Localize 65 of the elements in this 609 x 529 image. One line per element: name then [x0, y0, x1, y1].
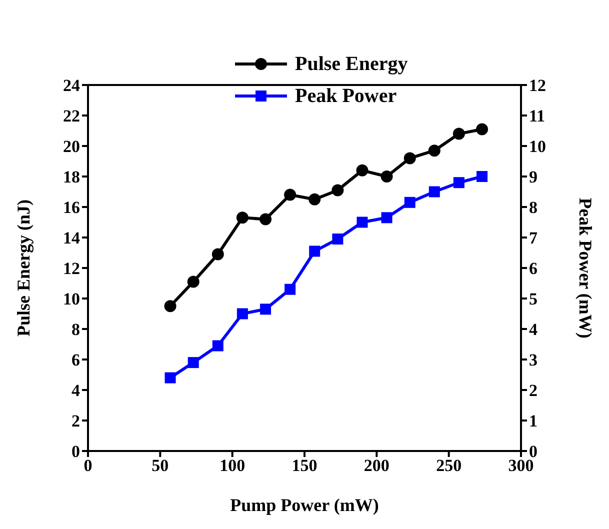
x-tick-label: 300	[508, 456, 534, 476]
y-tick-label: 8	[72, 320, 80, 340]
x-tick-label: 50	[152, 456, 169, 476]
y-tick-label: 6	[72, 350, 80, 370]
y-tick-label: 14	[63, 228, 80, 248]
y2-axis-title: Peak Power (mW)	[576, 198, 596, 338]
point	[187, 276, 200, 288]
point	[452, 128, 465, 140]
x-tick-label: 250	[436, 456, 462, 476]
y-tick-label: 10	[63, 290, 80, 309]
y-tick-label: 24	[63, 76, 80, 96]
point	[428, 186, 440, 198]
y2-tick-label: 4	[529, 320, 538, 340]
point	[212, 248, 224, 260]
point	[380, 170, 393, 182]
y2-tick-label: 2	[529, 381, 538, 400]
y-tick-label: 2	[72, 412, 80, 431]
y-tick-label: 16	[63, 198, 80, 218]
y-axis-title: Pulse Energy (nJ)	[13, 200, 34, 336]
y2-tick-label: 10	[529, 137, 546, 156]
legend-label: Peak Power	[295, 84, 397, 109]
point	[453, 177, 464, 188]
point	[164, 372, 176, 384]
point	[188, 357, 199, 368]
y-tick-label: 20	[63, 137, 80, 156]
y2-tick-label: 9	[529, 168, 538, 187]
point	[332, 184, 344, 196]
point	[236, 308, 248, 320]
point	[284, 284, 296, 295]
y-tick-label: 18	[63, 168, 80, 187]
point	[404, 152, 416, 164]
point	[356, 164, 368, 176]
point	[212, 340, 224, 352]
y2-tick-label: 5	[529, 290, 538, 309]
x-tick-label: 200	[364, 456, 390, 476]
point	[356, 216, 368, 228]
point	[381, 212, 392, 224]
point	[260, 304, 272, 315]
point	[260, 213, 272, 226]
y2-tick-label: 1	[529, 412, 538, 431]
legend-label: Pulse Energy	[295, 52, 408, 77]
y2-tick-label: 12	[529, 76, 546, 96]
y2-tick-label: 7	[529, 228, 538, 248]
point	[428, 144, 440, 157]
point	[476, 123, 488, 136]
y-tick-label: 0	[72, 442, 80, 462]
y-tick-label: 22	[63, 106, 80, 126]
y2-tick-label: 11	[529, 106, 546, 126]
x-tick-label: 100	[220, 456, 246, 476]
point	[308, 193, 321, 206]
y2-tick-label: 6	[529, 259, 538, 278]
point	[404, 196, 416, 208]
x-tick-label: 0	[84, 456, 92, 476]
point	[309, 246, 320, 257]
point	[164, 300, 176, 312]
y-tick-label: 4	[72, 381, 80, 400]
y2-tick-label: 8	[529, 198, 538, 218]
point	[284, 188, 296, 201]
point	[476, 171, 488, 182]
y2-tick-label: 3	[529, 350, 538, 370]
y-tick-label: 12	[63, 259, 80, 278]
point	[236, 212, 248, 224]
x-axis-title: Pump Power (mW)	[230, 495, 379, 515]
point	[332, 234, 344, 245]
x-tick-label: 150	[292, 456, 318, 476]
